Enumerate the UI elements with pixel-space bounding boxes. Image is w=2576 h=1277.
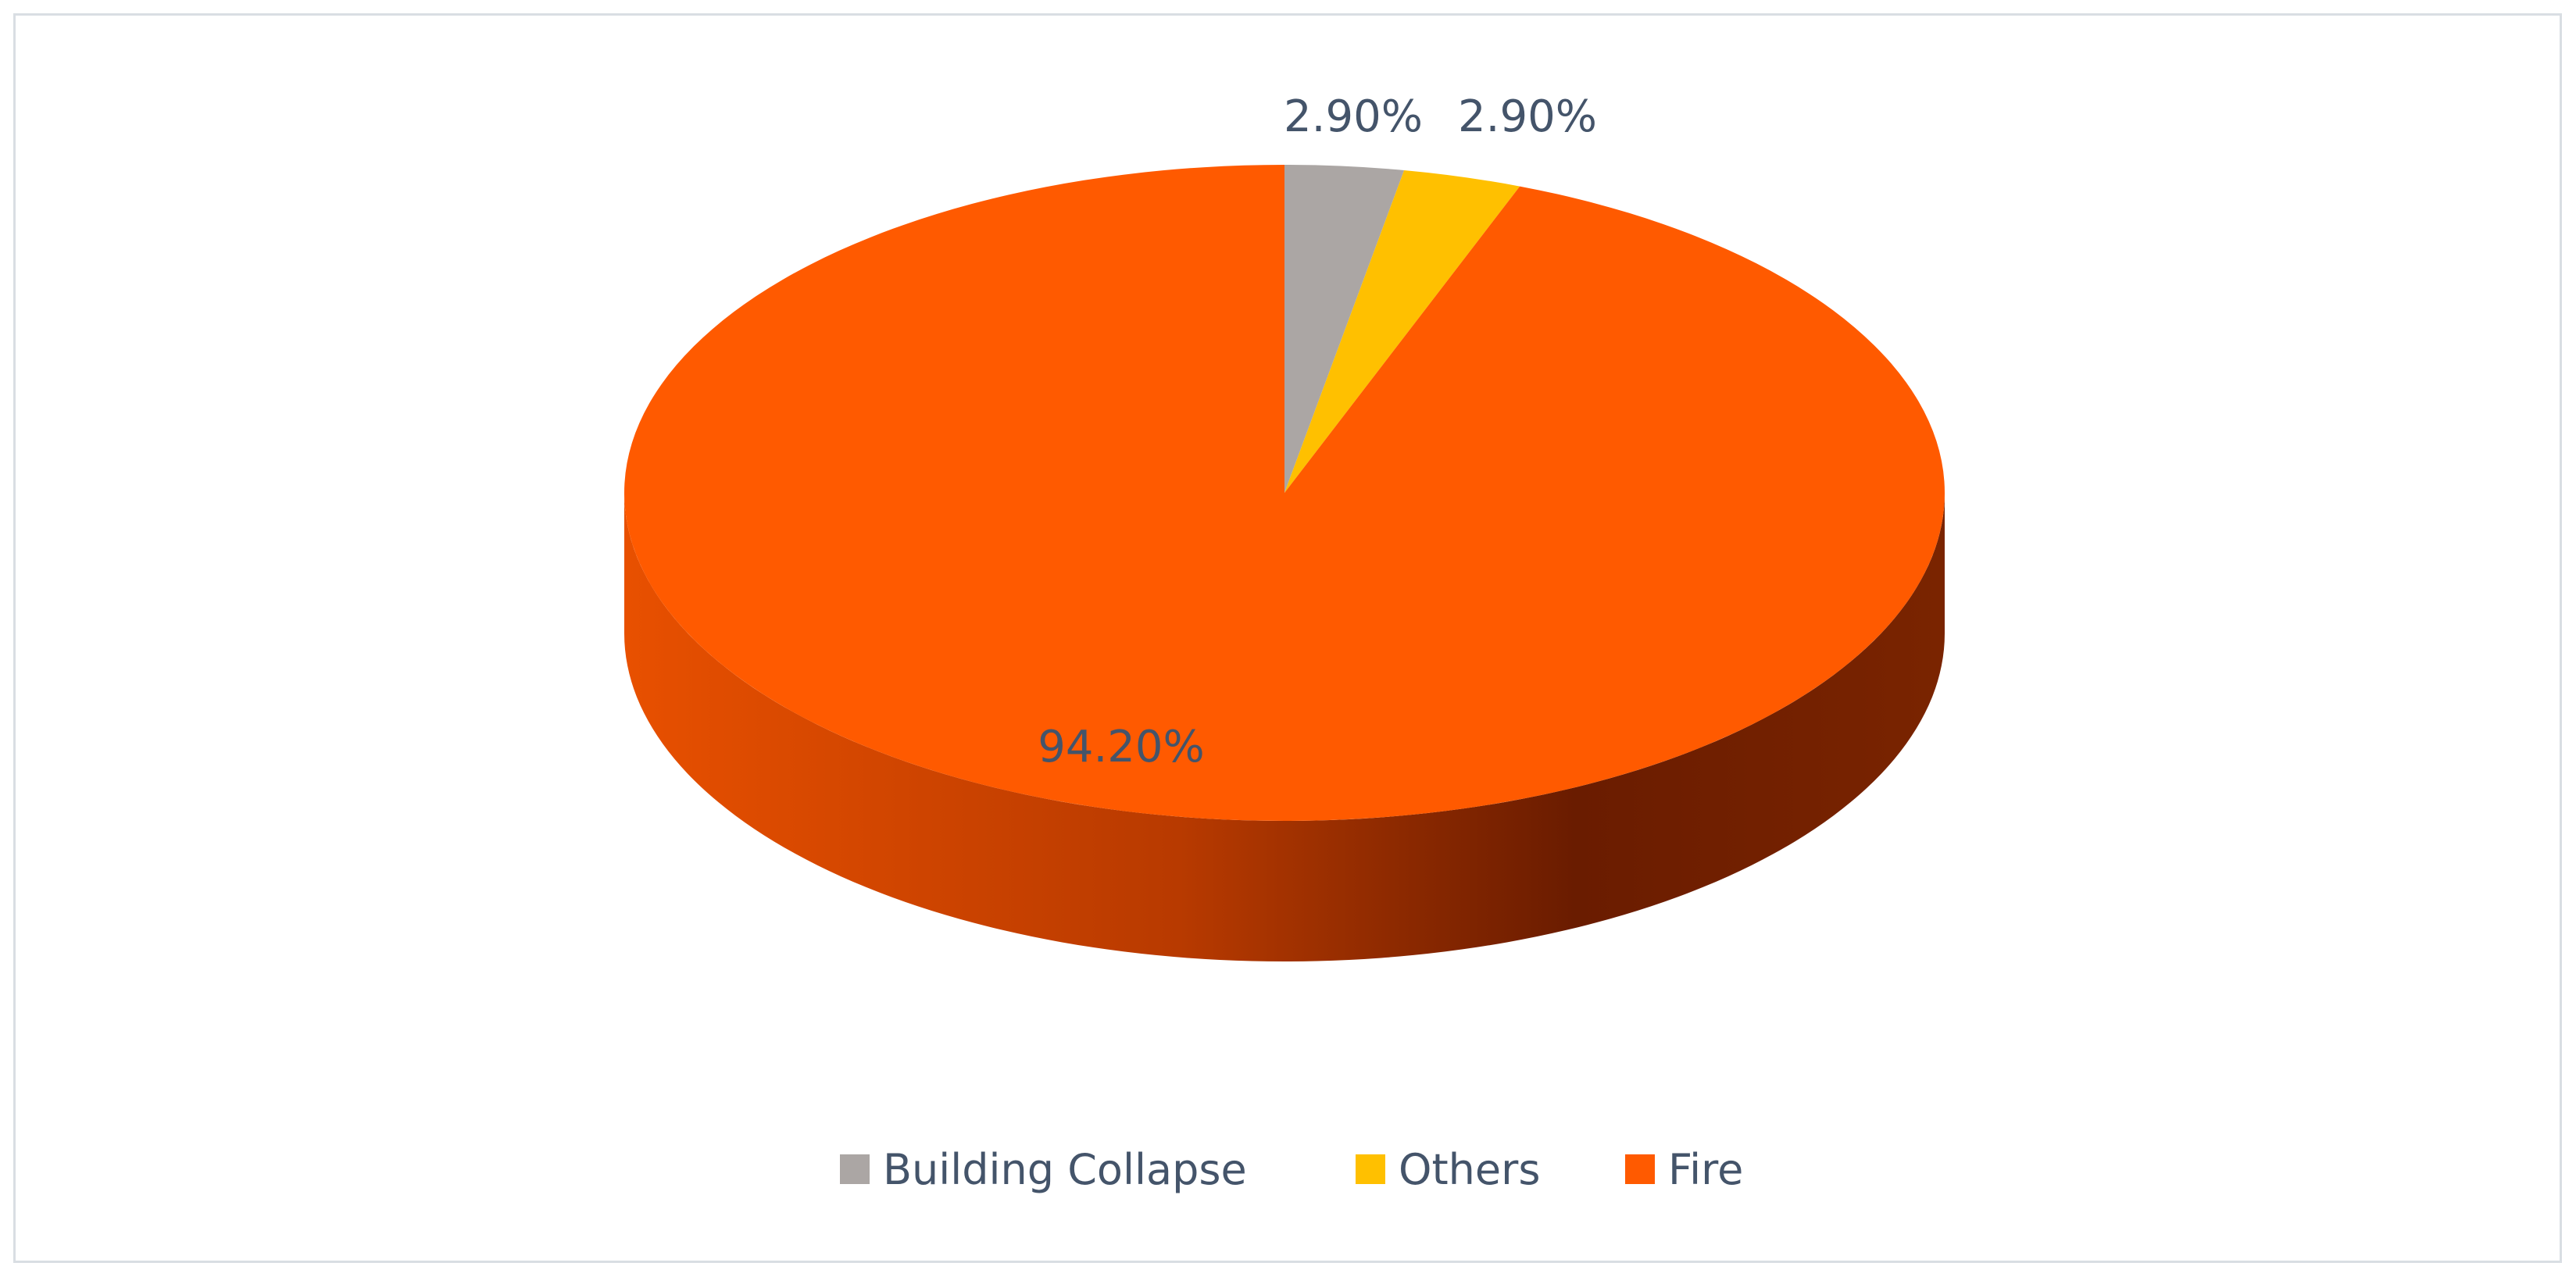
data-label: 94.20%: [1038, 722, 1205, 772]
legend-label: Building Collapse: [883, 1145, 1247, 1194]
pie-slice-others: [1284, 169, 1520, 494]
legend-swatch: [1625, 1154, 1655, 1184]
pie-slice-fire: [623, 165, 1945, 821]
data-label: 2.90%: [1458, 91, 1597, 142]
pie-side-wall: [624, 493, 1945, 961]
pie-slice-building-collapse: [1284, 165, 1405, 493]
chart-frame: [13, 13, 2562, 1263]
legend-swatch: [840, 1154, 870, 1184]
legend-label: Fire: [1668, 1145, 1743, 1194]
data-label: 2.90%: [1284, 91, 1423, 142]
legend-swatch: [1356, 1154, 1385, 1184]
legend-label: Others: [1399, 1145, 1540, 1194]
